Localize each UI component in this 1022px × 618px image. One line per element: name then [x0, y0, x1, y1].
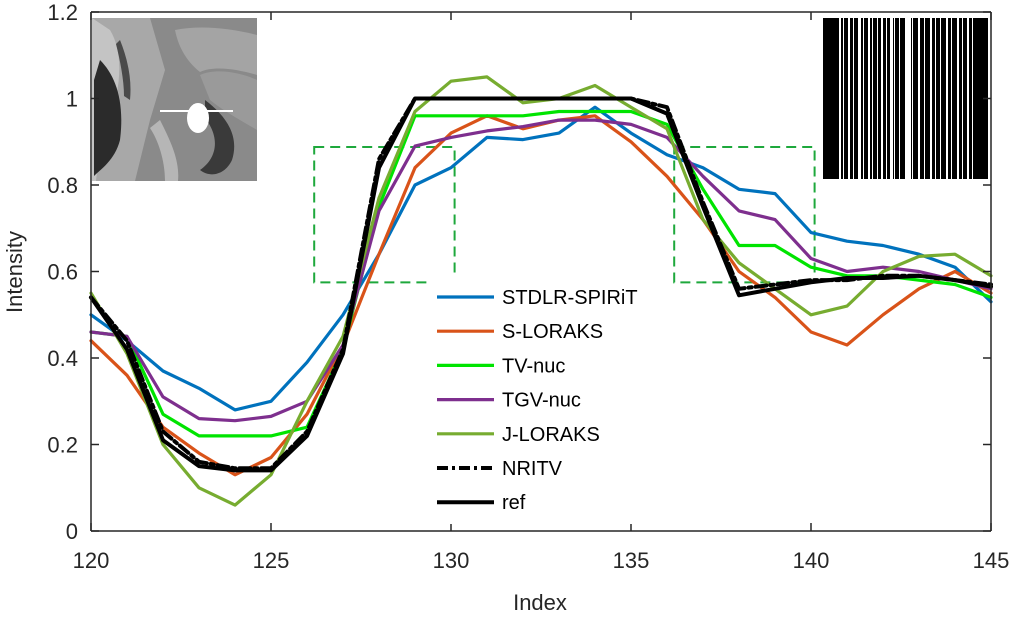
mask-stripe — [848, 18, 850, 179]
x-tick-label: 135 — [613, 548, 650, 573]
mask-stripe — [872, 18, 873, 179]
legend-label-stdlr-spirit: STDLR-SPIRiT — [502, 287, 638, 309]
legend-label-ref: ref — [502, 492, 526, 514]
x-tick-label: 140 — [793, 548, 830, 573]
mask-stripe — [886, 18, 887, 179]
mask-stripe — [877, 18, 878, 179]
legend-label-tv-nuc: TV-nuc — [502, 355, 565, 377]
mask-stripe — [951, 18, 952, 179]
x-tick-label: 145 — [973, 548, 1010, 573]
y-tick-label: 0.6 — [47, 260, 78, 285]
mask-stripe — [881, 18, 883, 179]
x-tick-label: 125 — [253, 548, 290, 573]
legend-label-j-loraks: J-LORAKS — [502, 424, 600, 446]
mask-stripe — [912, 18, 913, 179]
mask-stripe — [924, 18, 925, 179]
mask-stripe — [899, 18, 900, 179]
mask-stripe — [858, 18, 861, 179]
mask-stripe — [967, 18, 969, 179]
mask-stripe — [930, 18, 932, 179]
series-line-tgv-nuc — [89, 118, 993, 423]
sampling-mask-image — [823, 18, 988, 179]
y-axis-label: Intensity — [2, 231, 27, 313]
mask-stripe — [962, 18, 963, 179]
y-tick-label: 1 — [66, 87, 78, 112]
series-group — [89, 75, 993, 507]
series-line-tv-nuc — [89, 109, 993, 438]
mask-stripe — [868, 18, 870, 179]
mask-stripe — [957, 18, 959, 179]
legend-label-tgv-nuc: TGV-nuc — [502, 390, 581, 412]
y-tick-label: 0.8 — [47, 173, 78, 198]
mask-stripe — [918, 18, 920, 179]
y-tick-label: 1.2 — [47, 0, 78, 25]
x-axis-label: Index — [513, 590, 567, 615]
mask-stripe — [894, 18, 895, 179]
series-line-j-loraks — [89, 75, 993, 507]
mask-stripe — [853, 18, 854, 179]
y-tick-label: 0 — [66, 519, 78, 544]
legend: STDLR-SPIRiT S-LORAKS TV-nuc TGV-nuc J-LORAK… — [432, 276, 646, 524]
mask-stripe — [863, 18, 864, 179]
series-line-stdlr-spirit — [89, 105, 993, 412]
mask-stripe — [935, 18, 936, 179]
legend-label-s-loraks: S-LORAKS — [502, 321, 603, 343]
mask-stripe — [839, 18, 841, 179]
y-tick-label: 0.2 — [47, 433, 78, 458]
y-ticks: 0 0.2 0.4 0.6 0.8 1 1.2 — [47, 0, 991, 544]
mask-stripe — [890, 18, 893, 179]
mask-stripe — [940, 18, 941, 179]
zoom-box-2 — [673, 145, 816, 284]
x-ticks: 120 125 130 135 140 145 — [73, 12, 1010, 573]
series-line-ref — [89, 96, 993, 473]
mask-stripe — [843, 18, 844, 179]
x-tick-label: 130 — [433, 548, 470, 573]
mask-stripe — [946, 18, 948, 179]
y-tick-label: 0.4 — [47, 346, 78, 371]
brain-inset-image — [92, 18, 257, 181]
legend-label-nritv: NRITV — [502, 458, 563, 480]
x-tick-label: 120 — [73, 548, 110, 573]
mask-stripe — [905, 18, 911, 179]
mask-stripe — [972, 18, 973, 179]
